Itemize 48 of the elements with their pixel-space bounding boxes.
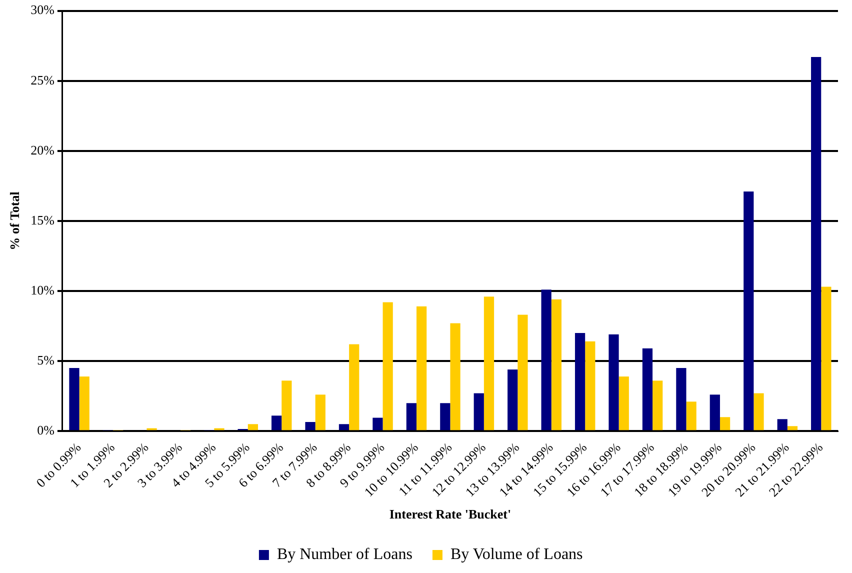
bar bbox=[777, 419, 788, 430]
bar bbox=[416, 306, 427, 430]
bar bbox=[79, 376, 90, 430]
bar bbox=[754, 393, 764, 430]
y-tick-label: 30% bbox=[30, 2, 55, 18]
bar bbox=[382, 302, 393, 430]
y-axis-title: % of Total bbox=[7, 191, 22, 250]
bar bbox=[474, 393, 484, 430]
bar bbox=[676, 368, 686, 430]
bar bbox=[338, 424, 350, 430]
bar bbox=[710, 394, 720, 430]
bar bbox=[315, 394, 326, 430]
bar bbox=[686, 402, 696, 430]
bar bbox=[484, 296, 494, 430]
bar bbox=[618, 376, 629, 430]
bar bbox=[642, 348, 653, 430]
bar bbox=[585, 341, 596, 430]
bar bbox=[652, 380, 663, 430]
bar bbox=[440, 403, 450, 430]
bar bbox=[574, 333, 586, 430]
y-tick-label: 10% bbox=[30, 282, 55, 298]
bar bbox=[787, 426, 798, 430]
bar bbox=[248, 424, 258, 430]
legend-label: By Number of Loans bbox=[276, 546, 412, 564]
bar bbox=[282, 380, 292, 430]
y-tick-label: 20% bbox=[30, 142, 55, 158]
bar bbox=[508, 369, 518, 430]
bar bbox=[551, 299, 562, 430]
y-tick-label: 0% bbox=[37, 422, 55, 438]
bar bbox=[608, 334, 619, 430]
bar bbox=[811, 57, 822, 430]
bar bbox=[821, 286, 832, 430]
bar bbox=[406, 403, 416, 430]
bar bbox=[305, 422, 316, 430]
bar bbox=[450, 323, 460, 430]
bar bbox=[349, 344, 360, 430]
bar bbox=[271, 416, 282, 430]
bar bbox=[69, 368, 80, 430]
y-tick-label: 25% bbox=[30, 72, 55, 88]
y-tick-label: 15% bbox=[30, 212, 55, 228]
bar bbox=[744, 192, 754, 430]
x-axis-title: Interest Rate 'Bucket' bbox=[389, 506, 512, 522]
bar bbox=[720, 417, 730, 430]
y-tick-label: 5% bbox=[37, 352, 55, 368]
bar bbox=[518, 314, 528, 430]
bar bbox=[372, 418, 383, 430]
legend-label: By Volume of Loans bbox=[450, 546, 583, 564]
bar bbox=[541, 290, 552, 430]
